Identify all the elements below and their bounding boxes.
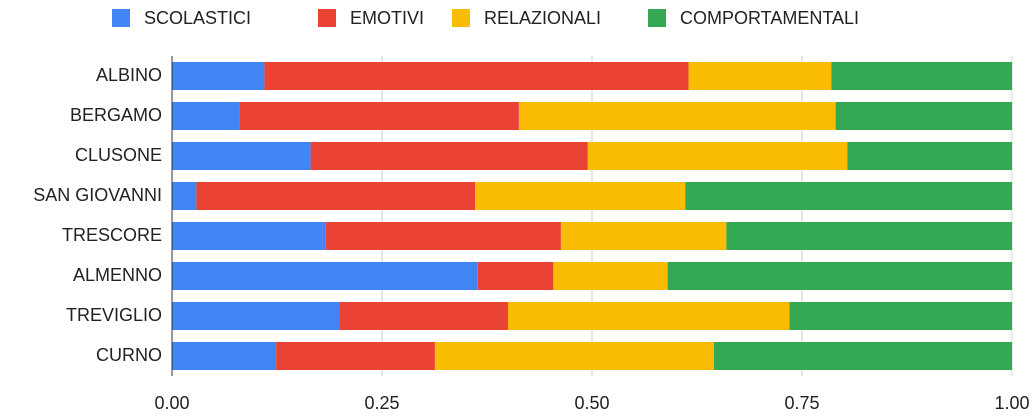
bar-segment xyxy=(835,102,1012,130)
bar-segment xyxy=(713,342,1012,370)
y-tick-label: BERGAMO xyxy=(70,105,162,125)
y-tick-label: TRESCORE xyxy=(62,225,162,245)
bar-segment xyxy=(688,62,832,90)
legend-swatch xyxy=(318,9,336,27)
bar-segment xyxy=(831,62,1012,90)
y-tick-label: ALMENNO xyxy=(73,265,162,285)
legend-swatch xyxy=(452,9,470,27)
bar-segment xyxy=(172,262,478,290)
bar-segment xyxy=(172,62,265,90)
legend-label: EMOTIVI xyxy=(350,8,424,28)
bar-segment xyxy=(264,62,689,90)
bar-segment xyxy=(508,302,790,330)
bar-segment xyxy=(477,262,554,290)
x-tick-label: 0.50 xyxy=(574,393,609,413)
x-tick-label: 0.75 xyxy=(784,393,819,413)
bar-segment xyxy=(276,342,435,370)
bar-segment xyxy=(587,142,848,170)
bar-segment xyxy=(325,222,561,250)
bar-segment xyxy=(196,182,476,210)
bar-segment xyxy=(239,102,519,130)
bar-segment xyxy=(172,302,340,330)
bar-segment xyxy=(560,222,727,250)
legend-swatch xyxy=(648,9,666,27)
bar-segment xyxy=(310,142,588,170)
legend-swatch xyxy=(112,9,130,27)
bar-segment xyxy=(847,142,1012,170)
bar-segment xyxy=(434,342,714,370)
y-tick-label: CLUSONE xyxy=(75,145,162,165)
bar-segment xyxy=(172,342,277,370)
bar-segment xyxy=(172,182,197,210)
bar-segment xyxy=(789,302,1012,330)
bar-segment xyxy=(172,142,311,170)
legend-label: COMPORTAMENTALI xyxy=(680,8,859,28)
bar-segment xyxy=(726,222,1012,250)
bar-segment xyxy=(340,302,508,330)
legend-label: SCOLASTICI xyxy=(144,8,251,28)
y-tick-label: ALBINO xyxy=(96,65,162,85)
y-tick-label: TREVIGLIO xyxy=(66,305,162,325)
x-tick-label: 0.25 xyxy=(364,393,399,413)
bar-segment xyxy=(172,102,240,130)
bar-segment xyxy=(475,182,686,210)
bar-segment xyxy=(553,262,668,290)
x-tick-label: 0.00 xyxy=(154,393,189,413)
y-tick-label: SAN GIOVANNI xyxy=(33,185,162,205)
bar-segment xyxy=(685,182,1012,210)
legend-label: RELAZIONALI xyxy=(484,8,601,28)
bar-segment xyxy=(667,262,1012,290)
x-tick-label: 1.00 xyxy=(994,393,1029,413)
y-tick-label: CURNO xyxy=(96,345,162,365)
bar-segment xyxy=(518,102,836,130)
bar-segment xyxy=(172,222,326,250)
